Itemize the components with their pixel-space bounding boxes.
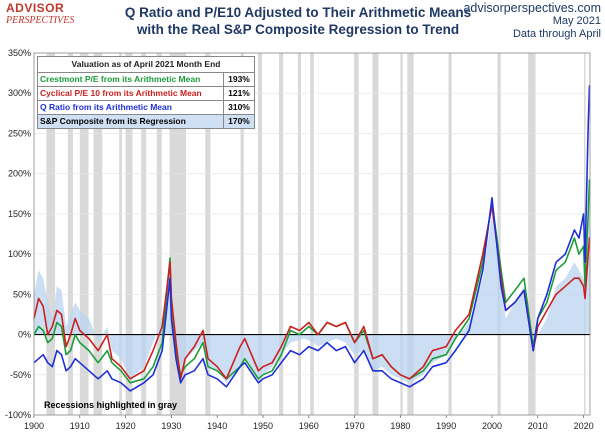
source-site: advisorperspectives.com <box>463 1 601 15</box>
recession-band <box>205 53 211 415</box>
y-tick-label: -100% <box>5 410 31 420</box>
x-tick-label: 1950 <box>253 421 273 431</box>
legend-row-sp-composite: S&P Composite from its Regression 170% <box>38 115 254 128</box>
recession-band <box>79 53 89 415</box>
plot-frame <box>33 52 591 416</box>
logo-bottom-text: PERSPECTIVES <box>6 15 75 26</box>
recession-band <box>400 53 403 415</box>
legend-label-cyclical-pe10: Cyclical P/E 10 from its Arithmetic Mean <box>38 87 224 100</box>
x-tick-label: 1910 <box>70 421 90 431</box>
recession-band <box>497 53 501 415</box>
y-tick-label: 50% <box>13 289 31 299</box>
title-line-2: with the Real S&P Composite Regression t… <box>136 22 460 37</box>
y-tick-label: 200% <box>8 169 31 179</box>
recession-band <box>119 53 122 415</box>
legend-row-q-ratio: Q Ratio from its Arithmetic Mean 310% <box>38 101 254 115</box>
recession-band <box>310 53 314 415</box>
legend-value-crestmont: 193% <box>228 74 250 84</box>
chart-title: Q Ratio and P/E10 Adjusted to Their Arit… <box>118 4 478 38</box>
x-tick-label: 1900 <box>24 421 44 431</box>
y-tick-label: 300% <box>8 88 31 98</box>
x-tick-label: 1960 <box>299 421 319 431</box>
x-tick-label: 1990 <box>436 421 456 431</box>
logo: ADVISOR PERSPECTIVES <box>6 2 96 32</box>
recession-band <box>240 53 244 415</box>
recession-band <box>93 53 103 415</box>
y-tick-label: 100% <box>8 249 31 259</box>
x-tick-label: 2010 <box>528 421 548 431</box>
title-line-1: Q Ratio and P/E10 Adjusted to Their Arit… <box>124 5 472 20</box>
recession-band <box>297 53 302 415</box>
recession-band <box>279 53 284 415</box>
y-tick-label: -50% <box>10 370 31 380</box>
recession-band <box>141 53 147 415</box>
recession-band <box>46 53 56 415</box>
x-tick-label: 1970 <box>345 421 365 431</box>
legend-value-cyclical-pe10: 121% <box>228 88 250 98</box>
recession-band <box>407 53 414 415</box>
recession-band <box>528 53 536 415</box>
x-tick-label: 2020 <box>574 421 594 431</box>
recessions-note: Recessions highlighted in gray <box>44 400 178 410</box>
source-date: May 2021 <box>552 15 601 27</box>
recession-band <box>156 53 162 415</box>
x-tick-label: 1920 <box>116 421 136 431</box>
logo-top-text: ADVISOR <box>6 1 65 15</box>
y-tick-label: 0% <box>18 330 31 340</box>
q-ratio-line <box>33 85 591 392</box>
sp-composite-area <box>34 197 590 383</box>
x-tick-label: 1940 <box>207 421 227 431</box>
source-data-through: Data through April <box>512 28 601 40</box>
recession-band <box>257 53 263 415</box>
recession-band <box>448 53 452 415</box>
recession-band <box>372 53 379 415</box>
legend-label-crestmont: Crestmont P/E from its Arithmetic Mean <box>38 73 224 86</box>
legend-value-q-ratio: 310% <box>228 102 250 112</box>
legend-header: Valuation as of April 2021 Month End <box>38 57 254 73</box>
y-tick-label: 350% <box>8 48 31 58</box>
x-tick-label: 1980 <box>390 421 410 431</box>
source-block: advisorperspectives.com May 2021 Data th… <box>463 2 601 41</box>
y-tick-label: 150% <box>8 209 31 219</box>
recession-band <box>354 53 359 415</box>
y-tick-label: 250% <box>8 128 31 138</box>
legend-table: Valuation as of April 2021 Month End Cre… <box>37 56 255 129</box>
legend-row-cyclical-pe10: Cyclical P/E 10 from its Arithmetic Mean… <box>38 87 254 101</box>
legend-value-sp-composite: 170% <box>228 116 250 126</box>
legend-label-sp-composite: S&P Composite from its Regression <box>38 115 224 128</box>
x-tick-label: 2000 <box>482 421 502 431</box>
recession-band <box>67 53 73 415</box>
x-tick-label: 1930 <box>161 421 181 431</box>
recession-band <box>125 53 133 415</box>
legend-row-crestmont: Crestmont P/E from its Arithmetic Mean 1… <box>38 73 254 87</box>
legend-label-q-ratio: Q Ratio from its Arithmetic Mean <box>38 101 224 114</box>
crestmont-pe-line <box>33 179 591 384</box>
